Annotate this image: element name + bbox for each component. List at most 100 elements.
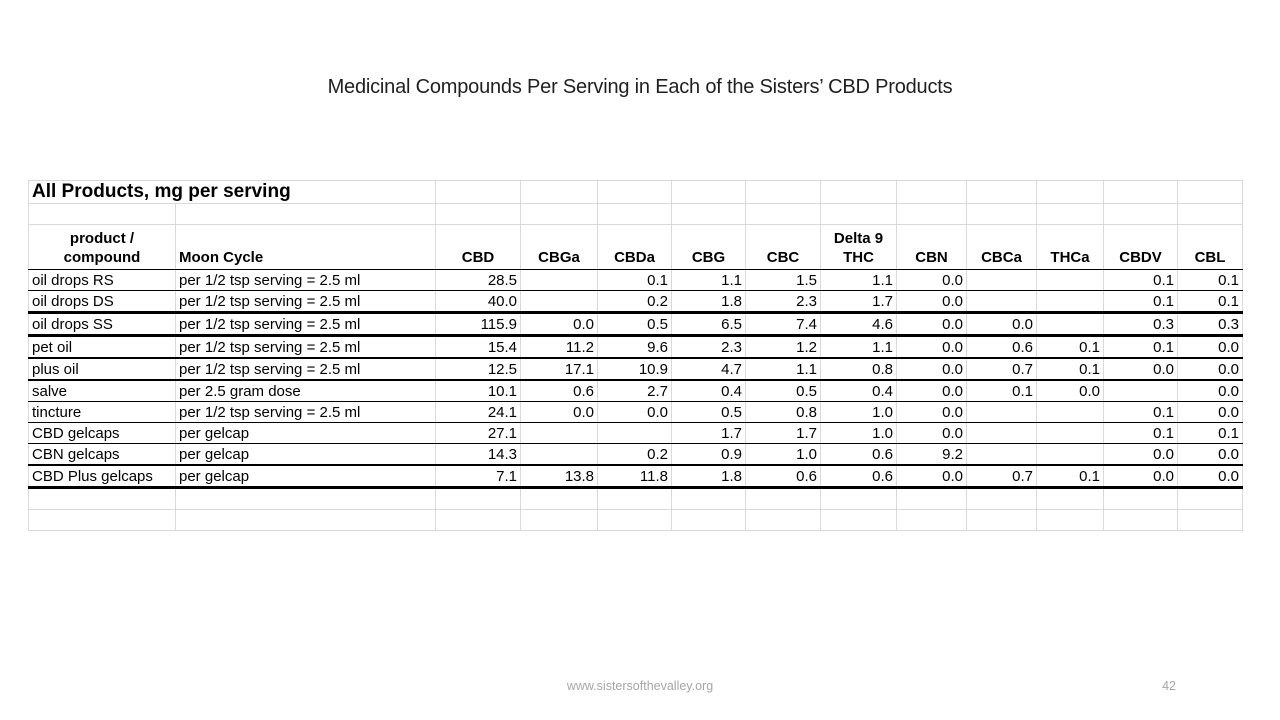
value-cell: 0.2 [597,290,673,314]
value-cell: 0.6 [966,335,1038,359]
value-cell: 24.1 [435,401,522,423]
value-cell: 0.1 [1103,335,1179,359]
value-cell [966,443,1038,466]
product-cell: CBD Plus gelcaps [28,464,176,489]
empty-cell [1177,509,1244,531]
value-cell: 0.2 [597,443,673,466]
empty-cell [1103,180,1179,204]
header-compound: CBCa [966,224,1038,270]
header-compound: CBDa [597,224,673,270]
value-cell: 14.3 [435,443,522,466]
empty-cell [520,180,599,204]
value-cell: 0.0 [1103,443,1179,466]
value-cell: 0.0 [1177,401,1244,423]
product-cell: oil drops DS [28,290,176,314]
value-cell: 1.8 [671,464,747,489]
value-cell: 0.5 [597,312,673,337]
value-cell: 4.6 [820,312,898,337]
value-cell: 7.1 [435,464,522,489]
value-cell: 0.3 [1103,312,1179,337]
value-cell [1036,290,1105,314]
value-cell: 0.0 [520,401,599,423]
value-cell: 0.0 [1103,464,1179,489]
value-cell: 0.0 [896,401,968,423]
table-row: CBD gelcaps per gelcap 27.1 1.7 1.7 1.0 0.0 0.1… [28,422,1244,444]
header-row: product / compound Moon Cycle CBD CBGa CBDa CB… [28,224,1244,270]
header-compound: CBGa [520,224,599,270]
value-cell: 0.4 [820,379,898,402]
table-row: plus oil per 1/2 tsp serving = 2.5 ml 12.5… [28,357,1244,381]
value-cell: 0.9 [671,443,747,466]
moon-cycle-cell: per gelcap [174,464,437,489]
value-cell: 28.5 [435,269,522,291]
products-table: All Products, mg per serving product / com… [27,180,1244,531]
value-cell: 0.0 [1177,443,1244,466]
value-cell: 0.0 [597,401,673,423]
value-cell: 2.7 [597,379,673,402]
table-row: pet oil per 1/2 tsp serving = 2.5 ml 15.4 1… [28,335,1244,359]
moon-cycle-cell: per 1/2 tsp serving = 2.5 ml [174,335,437,359]
value-cell: 1.1 [820,335,898,359]
empty-cell [745,487,822,510]
empty-cell [28,487,176,510]
value-cell [520,290,599,314]
value-cell: 17.1 [520,357,599,381]
table-caption: All Products, mg per serving [27,180,437,204]
value-cell: 0.6 [520,379,599,402]
empty-cell [1036,203,1105,225]
value-cell: 0.1 [1036,464,1105,489]
value-cell: 0.5 [671,401,747,423]
empty-cell [174,487,437,510]
product-cell: tincture [28,401,176,423]
header-compound: CBD [435,224,522,270]
value-cell: 0.7 [966,357,1038,381]
empty-cell [820,509,898,531]
value-cell: 1.7 [745,422,822,444]
value-cell: 0.8 [820,357,898,381]
moon-cycle-cell: per 1/2 tsp serving = 2.5 ml [174,401,437,423]
value-cell: 13.8 [520,464,599,489]
value-cell: 1.1 [745,357,822,381]
empty-cell [966,180,1038,204]
value-cell: 40.0 [435,290,522,314]
footer-website: www.sistersofthevalley.org [566,679,714,693]
value-cell [1103,379,1179,402]
header-compound: CBG [671,224,747,270]
value-cell: 7.4 [745,312,822,337]
product-cell: salve [28,379,176,402]
value-cell: 6.5 [671,312,747,337]
empty-cell [1177,487,1244,510]
value-cell: 0.0 [1036,379,1105,402]
value-cell: 0.1 [966,379,1038,402]
empty-cell [28,203,176,225]
moon-cycle-cell: per gelcap [174,443,437,466]
value-cell [1036,401,1105,423]
empty-cell [671,487,747,510]
value-cell: 27.1 [435,422,522,444]
value-cell: 0.0 [966,312,1038,337]
value-cell: 1.7 [820,290,898,314]
moon-cycle-cell: per gelcap [174,422,437,444]
empty-cell [174,509,437,531]
empty-cell [435,509,522,531]
moon-cycle-cell: per 1/2 tsp serving = 2.5 ml [174,312,437,337]
empty-cell [597,509,673,531]
slide-title: Medicinal Compounds Per Serving in Each … [327,76,953,98]
value-cell: 0.5 [745,379,822,402]
spacer-row [28,203,1244,225]
caption-row: All Products, mg per serving [27,180,1244,204]
empty-cell [435,203,522,225]
empty-cell [435,180,522,204]
product-cell: CBD gelcaps [28,422,176,444]
value-cell: 0.0 [896,312,968,337]
value-cell [520,269,599,291]
empty-cell [1036,487,1105,510]
value-cell: 0.0 [1177,464,1244,489]
empty-cell [745,180,822,204]
header-compound: THCa [1036,224,1105,270]
value-cell: 0.0 [1103,357,1179,381]
value-cell: 4.7 [671,357,747,381]
value-cell: 0.6 [820,443,898,466]
table-row: CBN gelcaps per gelcap 14.3 0.2 0.9 1.0 0.6 9.2… [28,443,1244,466]
value-cell: 0.0 [1177,379,1244,402]
